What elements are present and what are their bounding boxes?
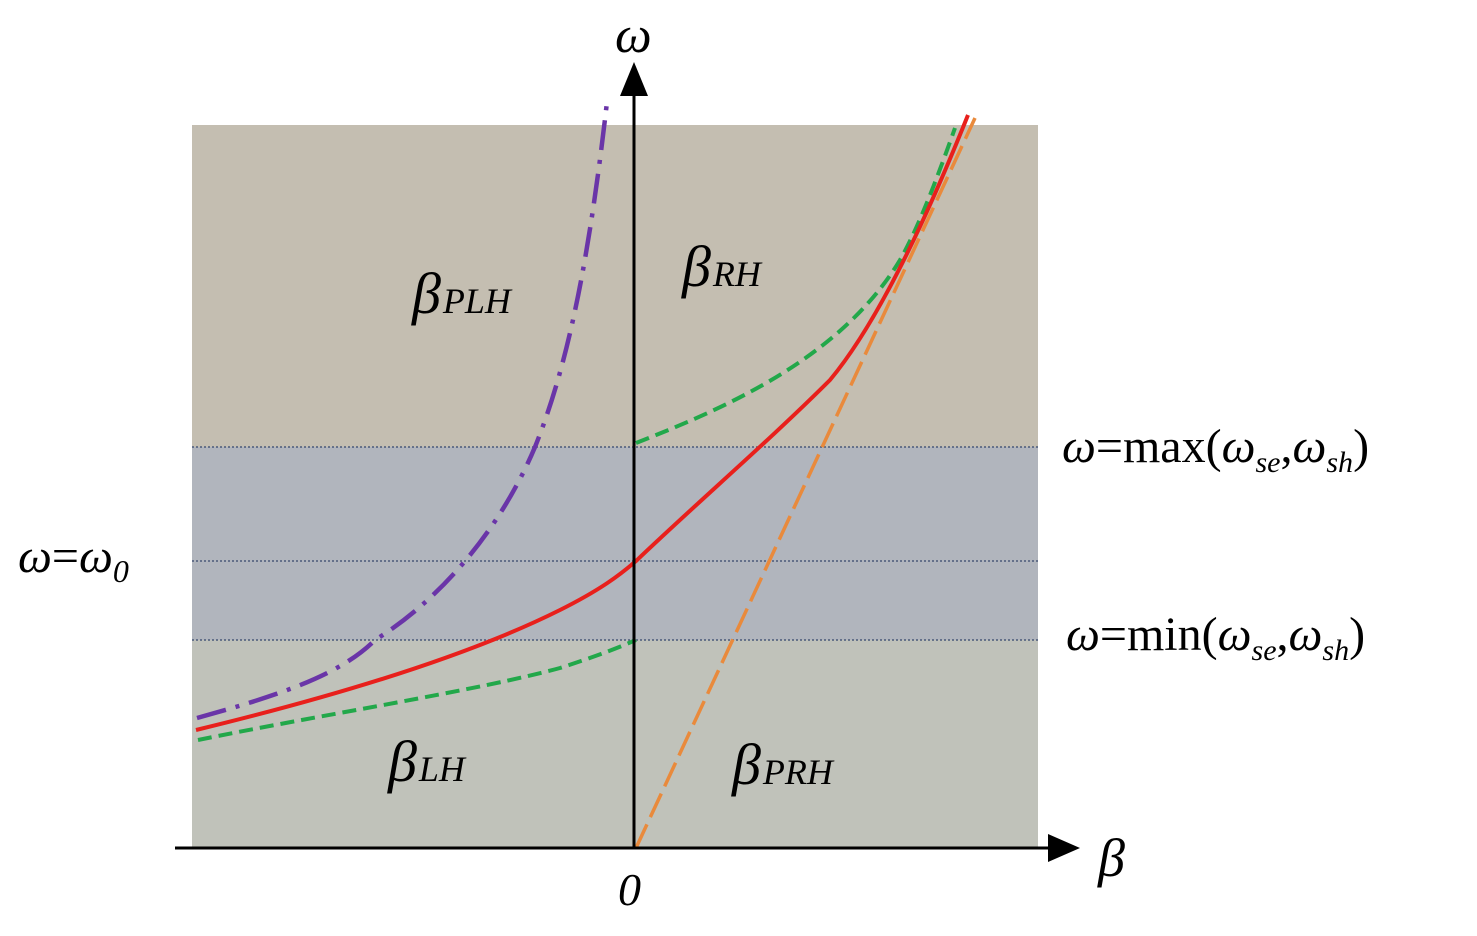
rh-bound-curve xyxy=(635,127,957,445)
prh-curve xyxy=(634,117,977,849)
label-beta-rh: βRH xyxy=(681,234,763,299)
y-axis-arrow-icon xyxy=(620,62,648,96)
upper-region xyxy=(192,125,1038,447)
origin-label: 0 xyxy=(618,864,641,915)
x-axis-label: β xyxy=(1097,828,1125,888)
label-omega-max: ω=max(ωse,ωsh) xyxy=(1062,420,1369,479)
lh-bound-curve xyxy=(197,638,637,742)
label-beta-prh: βPRH xyxy=(731,732,835,797)
lower-region xyxy=(192,640,1038,848)
crlh-curve xyxy=(195,114,970,732)
y-axis-label: ω xyxy=(615,7,652,64)
middle-band-region xyxy=(192,447,1038,640)
plh-curve xyxy=(196,101,610,721)
label-beta-plh: βPLH xyxy=(411,261,513,326)
label-beta-lh: βLH xyxy=(387,729,467,794)
label-omega-0: ω=ω0 xyxy=(18,530,129,589)
x-axis-arrow-icon xyxy=(1048,834,1080,862)
label-omega-min: ω=min(ωse,ωsh) xyxy=(1066,608,1365,667)
